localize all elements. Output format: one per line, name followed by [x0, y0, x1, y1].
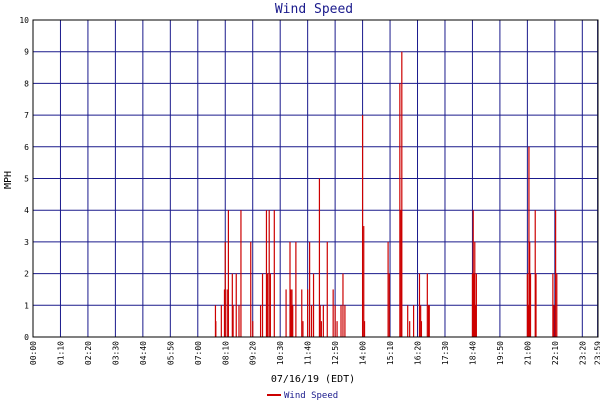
x-tick-label: 15:10	[386, 341, 395, 365]
x-tick-label: 16:20	[414, 341, 423, 365]
x-tick-labels: 00:00 01:10 02:20 03:30 04:40 05:50 07:00 08:10…	[29, 341, 600, 365]
x-tick-label: 12:50	[331, 341, 340, 365]
y-tick-label: 3	[24, 238, 29, 247]
y-tick-label: 9	[24, 48, 29, 57]
x-tick-label: 01:10	[56, 341, 65, 365]
y-axis-label: MPH	[3, 171, 14, 189]
chart-title: Wind Speed	[275, 2, 353, 17]
grid-lines	[32, 19, 599, 338]
x-tick-label: 21:00	[523, 341, 532, 365]
y-tick-label: 8	[24, 79, 29, 88]
x-tick-label: 14:00	[359, 341, 368, 365]
x-tick-label: 11:40	[304, 341, 313, 365]
x-tick-label: 07:00	[194, 341, 203, 365]
x-tick-label: 17:30	[441, 341, 450, 365]
x-tick-label: 10:30	[276, 341, 285, 365]
x-tick-label: 05:50	[166, 341, 175, 365]
y-tick-label: 1	[24, 301, 29, 310]
x-tick-label: 19:50	[496, 341, 505, 365]
x-tick-label: 09:20	[249, 341, 258, 365]
x-tick-label: 18:40	[468, 341, 477, 365]
x-tick-label: 02:20	[84, 341, 93, 365]
x-tick-label: 22:10	[551, 341, 560, 365]
y-tick-label: 10	[19, 16, 29, 25]
data-bars	[214, 51, 558, 337]
plot-frame	[32, 19, 599, 338]
x-tick-label: 08:10	[221, 341, 230, 365]
legend-label: Wind Speed	[284, 391, 338, 400]
x-tick-label: 00:00	[29, 341, 38, 365]
x-tick-label: 03:30	[111, 341, 120, 365]
y-tick-label: 7	[24, 111, 29, 120]
y-tick-labels: 0 1 2 3 4 5 6 7 8 9 10	[19, 16, 29, 342]
y-tick-label: 0	[24, 333, 29, 342]
y-tick-label: 5	[24, 175, 29, 184]
y-tick-label: 2	[24, 270, 29, 279]
y-tick-label: 6	[24, 143, 29, 152]
x-axis-label: 07/16/19 (EDT)	[271, 374, 355, 385]
x-tick-label: 04:40	[139, 341, 148, 365]
x-tick-label: 23:59	[594, 341, 600, 365]
legend: Wind Speed	[267, 391, 338, 400]
y-tick-label: 4	[24, 206, 29, 215]
x-tick-label: 23:20	[578, 341, 587, 365]
